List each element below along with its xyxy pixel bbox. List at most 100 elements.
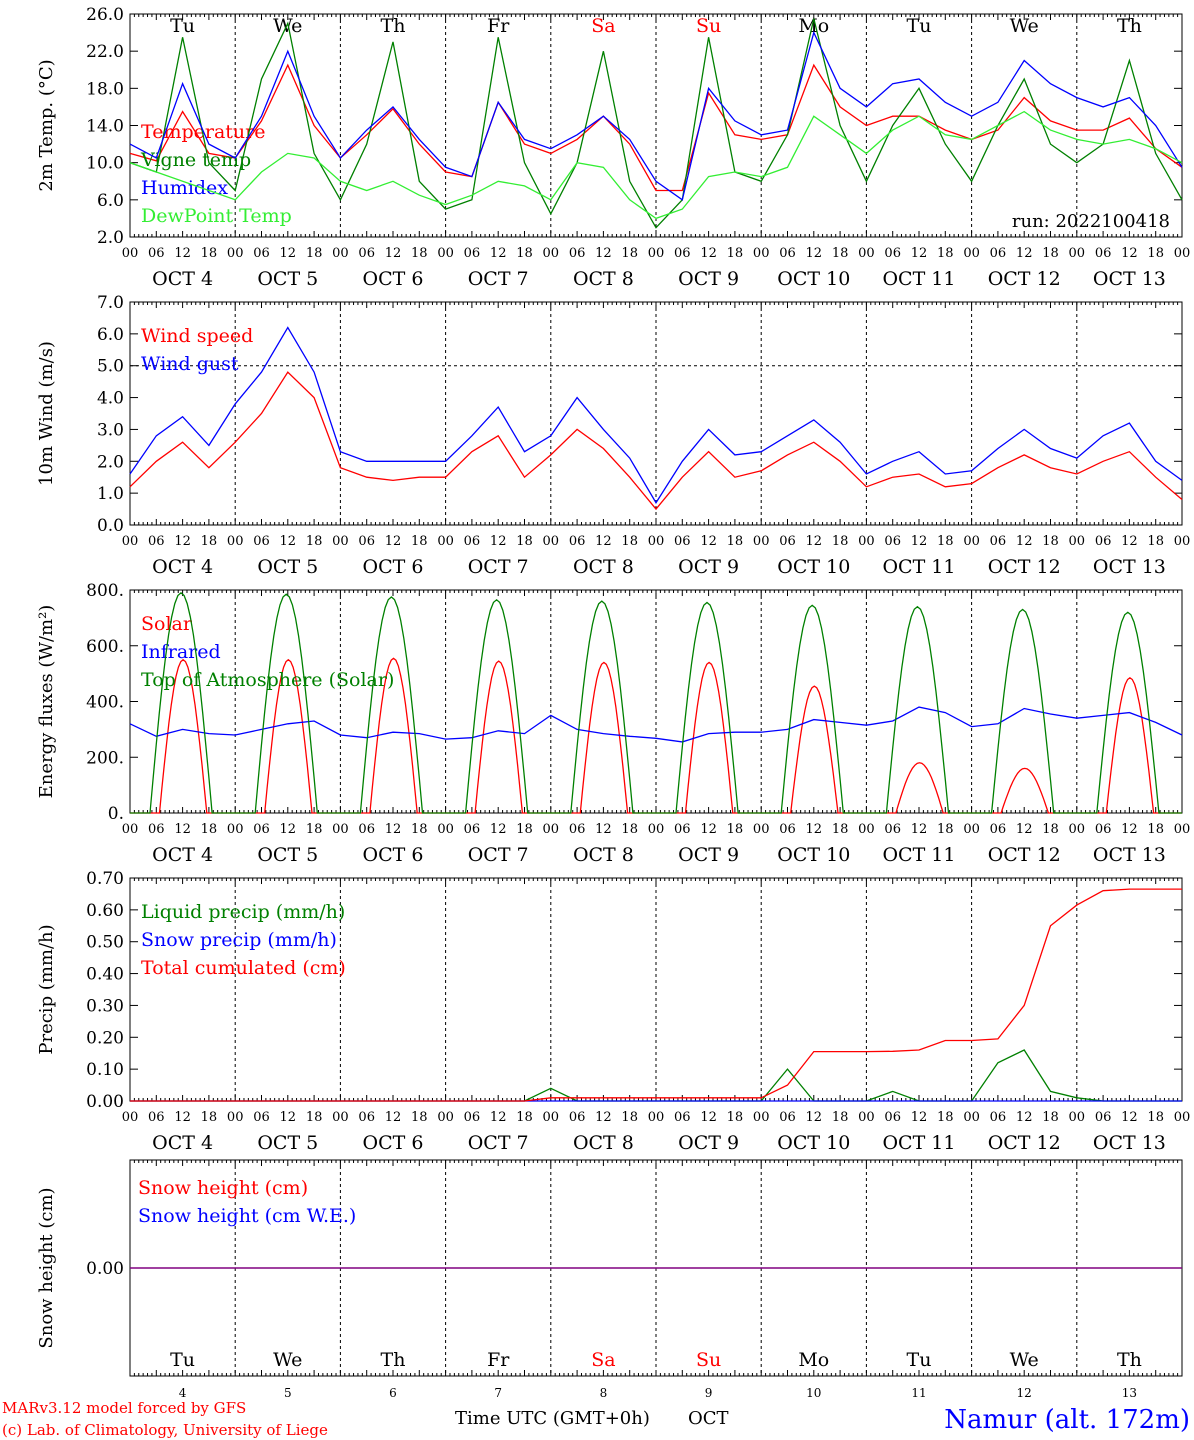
y-tick-label: 26.0 [86,5,124,25]
x-hour-label: 12 [1016,1110,1033,1125]
x-hour-label: 00 [963,534,980,549]
x-hour-label: 12 [1121,246,1138,261]
weekday-label: Tu [170,1349,195,1371]
x-hour-label: 12 [595,534,612,549]
x-hour-label: 12 [385,246,402,261]
x-hour-label: 06 [464,246,481,261]
panel-3: 0. 200. 400. 600. 800. Energy fluxes (W/m²) 00… [36,581,1190,866]
x-date-label: OCT 4 [152,1132,213,1154]
x-hour-label: 12 [911,534,928,549]
x-hour-label: 18 [411,822,428,837]
series-line [130,1049,1182,1102]
x-hour-label: 12 [174,534,191,549]
x-date-label: OCT 9 [678,556,739,578]
y-axis-label: Precip (mm/h) [36,924,57,1054]
x-hour-label: 00 [1069,246,1086,261]
x-hour-label: 00 [122,246,139,261]
legend-entry: Vigne temp [140,149,251,171]
x-hour-label: 00 [437,534,454,549]
x-hour-label: 00 [753,534,770,549]
x-date-label: OCT 9 [678,1132,739,1154]
x-day-number: 5 [284,1386,292,1400]
x-hour-label: 12 [174,822,191,837]
x-hour-label: 06 [253,822,270,837]
y-tick-label: 0.60 [86,901,124,921]
x-hour-label: 18 [937,1110,954,1125]
legend-entry: Total cumulated (cm) [141,957,346,979]
x-hour-label: 12 [806,534,823,549]
x-hour-label: 18 [832,822,849,837]
weekday-label: Tu [170,15,195,37]
x-hour-label: 12 [911,1110,928,1125]
x-date-label: OCT 6 [363,1132,424,1154]
x-day-number: 9 [705,1386,713,1400]
x-hour-label: 06 [464,822,481,837]
legend-entry: Humidex [141,177,228,199]
x-day-number: 6 [389,1386,397,1400]
y-tick-label: 2.0 [97,228,124,248]
x-hour-label: 18 [727,534,744,549]
x-date-label: OCT 12 [988,268,1061,290]
weekday-label: Th [381,15,406,37]
x-date-label: OCT 7 [468,844,529,866]
y-tick-label: 0.70 [86,869,124,889]
x-hour-label: 18 [1147,246,1164,261]
y-tick-label: 0.30 [86,996,124,1016]
x-hour-label: 00 [227,1110,244,1125]
weekday-label: We [273,1349,302,1371]
x-hour-label: 18 [1042,534,1059,549]
x-date-label: OCT 8 [573,1132,634,1154]
y-tick-label: 400. [86,693,124,713]
x-day-number: 7 [494,1386,502,1400]
x-date-label: OCT 10 [777,268,850,290]
legend-entry: Snow precip (mm/h) [141,929,337,951]
x-hour-label: 06 [674,534,691,549]
x-hour-label: 00 [122,534,139,549]
weekday-label: Th [1117,15,1142,37]
x-date-label: OCT 7 [468,1132,529,1154]
x-hour-label: 12 [490,822,507,837]
x-hour-label: 06 [464,534,481,549]
x-hour-label: 18 [832,534,849,549]
weekday-label: Sa [591,15,615,37]
x-date-label: OCT 5 [257,556,318,578]
x-hour-label: 00 [227,246,244,261]
x-hour-label: 00 [122,1110,139,1125]
x-hour-label: 18 [832,1110,849,1125]
legend-entry: Snow height (cm) [138,1177,308,1199]
x-hour-label: 12 [280,246,297,261]
x-hour-label: 00 [332,246,349,261]
x-hour-label: 00 [1174,246,1191,261]
y-axis-label: 10m Wind (m/s) [36,341,57,486]
x-hour-label: 06 [148,1110,165,1125]
y-tick-label: 5.0 [97,357,124,377]
x-hour-label: 00 [753,1110,770,1125]
series-line [129,30,1183,201]
x-hour-label: 06 [358,246,375,261]
x-date-label: OCT 8 [573,268,634,290]
weekday-label: Su [696,1349,721,1371]
x-hour-label: 06 [779,246,796,261]
x-hour-label: 06 [779,822,796,837]
x-hour-label: 06 [990,246,1007,261]
x-hour-label: 18 [727,1110,744,1125]
series-line [129,706,1183,743]
x-hour-label: 00 [963,1110,980,1125]
legend-entry: Top of Atmosphere (Solar) [141,669,394,691]
x-hour-label: 00 [753,822,770,837]
weekday-label: Fr [487,1349,510,1371]
x-hour-label: 06 [884,246,901,261]
plot-frame [129,301,1183,526]
x-hour-label: 12 [1016,822,1033,837]
y-tick-label: 10.0 [86,154,124,174]
x-day-number: 11 [911,1386,926,1400]
x-hour-label: 06 [1095,1110,1112,1125]
legend-entry: Solar [141,613,193,635]
x-hour-label: 12 [174,1110,191,1125]
x-date-label: OCT 6 [363,844,424,866]
x-hour-label: 18 [411,246,428,261]
legend-entry: DewPoint Temp [141,205,292,227]
x-day-number: 10 [806,1386,821,1400]
series-line [129,18,1183,229]
